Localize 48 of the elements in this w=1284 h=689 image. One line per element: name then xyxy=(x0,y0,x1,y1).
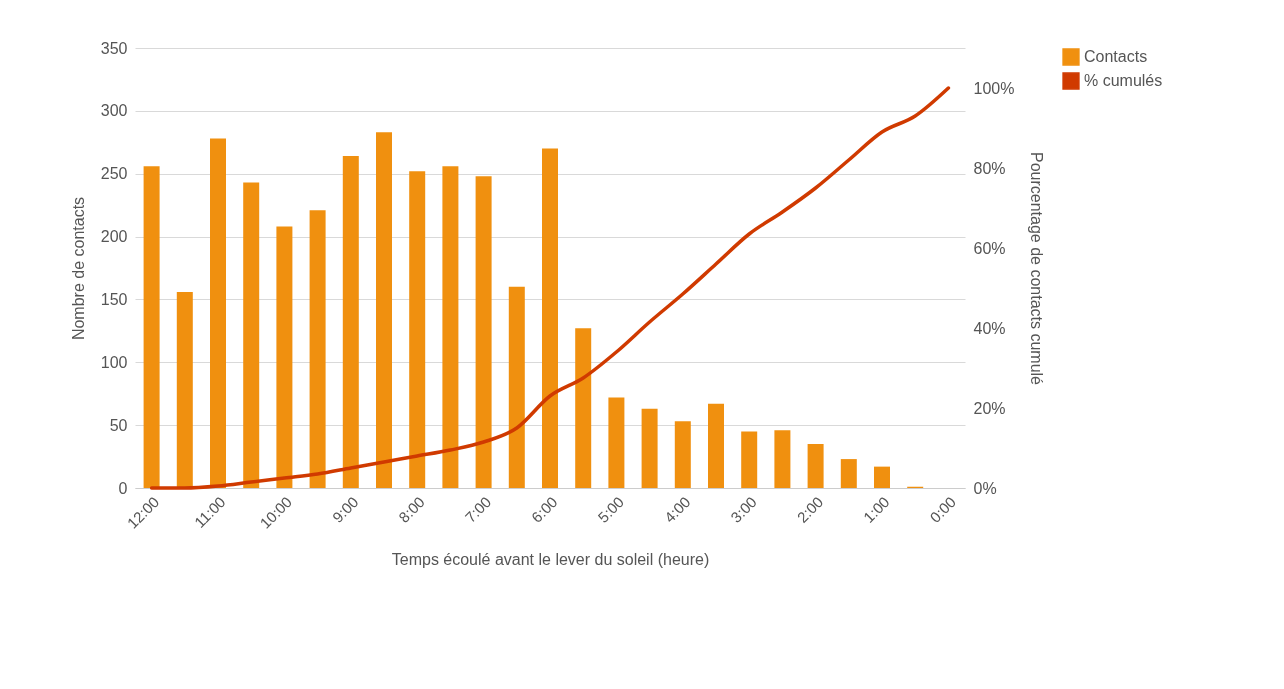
y-tick-label: 100 xyxy=(100,353,128,371)
x-tick-label: 7:00 xyxy=(461,493,495,526)
legend-label: Contacts xyxy=(1084,48,1148,65)
y-tick-label: 350 xyxy=(100,39,128,57)
bar xyxy=(442,166,459,488)
bar xyxy=(708,403,724,488)
bar xyxy=(741,431,758,488)
y-tick-label: 50 xyxy=(109,416,128,434)
x-axis-title: Temps écoulé avant le lever du soleil (heure) xyxy=(391,550,710,568)
bar xyxy=(409,171,426,488)
x-tick-label: 9:00 xyxy=(328,493,362,526)
y-axis-title: Nombre de contacts xyxy=(69,196,87,341)
bar xyxy=(542,148,558,488)
bar xyxy=(243,182,260,488)
x-tick-label: 0:00 xyxy=(926,493,960,526)
bar xyxy=(674,421,691,488)
bar xyxy=(309,210,326,488)
bar xyxy=(774,430,791,488)
y-tick-label: 250 xyxy=(100,165,128,183)
y2-tick-label: 40% xyxy=(973,319,1006,337)
bar xyxy=(276,226,293,488)
y2-tick-label: 20% xyxy=(973,399,1006,417)
line-series xyxy=(149,86,951,490)
y2-axis-title: Pourcentage de contacts cumulé xyxy=(1028,151,1046,386)
y-tick-label: 150 xyxy=(100,290,128,308)
bar xyxy=(176,291,193,488)
bar xyxy=(807,444,824,488)
bar xyxy=(508,286,525,488)
bar xyxy=(210,138,226,488)
y2-tick-label: 80% xyxy=(973,159,1006,177)
y-tick-label: 0 xyxy=(118,479,128,497)
bar xyxy=(575,328,592,488)
bar xyxy=(143,166,160,488)
bar xyxy=(641,408,658,488)
bar xyxy=(608,397,625,488)
y2-tick-label: 100% xyxy=(973,79,1015,97)
bar xyxy=(874,466,890,488)
y-tick-label: 200 xyxy=(100,228,128,246)
x-tick-label: 6:00 xyxy=(527,493,561,526)
bar xyxy=(475,176,492,488)
bar xyxy=(376,132,392,488)
y-tick-label: 300 xyxy=(100,102,128,120)
bar xyxy=(840,459,857,488)
y2-tick-label: 60% xyxy=(973,239,1006,257)
legend-label: % cumulés xyxy=(1084,72,1163,89)
bar xyxy=(342,156,359,488)
y2-tick-label: 0% xyxy=(973,479,997,497)
x-tick-label: 4:00 xyxy=(660,493,694,526)
